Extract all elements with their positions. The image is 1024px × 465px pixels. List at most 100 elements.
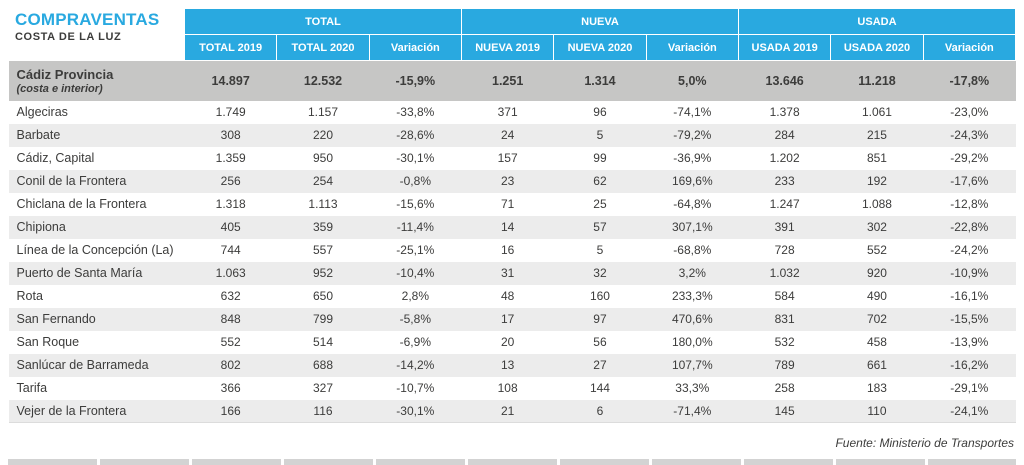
value-cell: 157 bbox=[461, 146, 554, 170]
value-cell: -64,8% bbox=[646, 192, 739, 216]
value-cell: 110 bbox=[830, 399, 924, 423]
value-cell: 5 bbox=[553, 238, 647, 262]
cropped-bottom-strip bbox=[8, 459, 1016, 465]
value-cell: 1.314 bbox=[553, 60, 647, 101]
value-cell: 831 bbox=[738, 307, 831, 331]
value-cell: 31 bbox=[461, 261, 554, 285]
value-cell: 169,6% bbox=[646, 169, 739, 193]
value-cell: 1.318 bbox=[184, 192, 277, 216]
table-row: Chipiona 405 359 -11,4% 14 57 307,1% 391 302 -22,… bbox=[8, 215, 1016, 239]
value-cell: 1.088 bbox=[830, 192, 924, 216]
value-cell: 728 bbox=[738, 238, 831, 262]
value-cell: 256 bbox=[184, 169, 277, 193]
value-cell: -22,8% bbox=[923, 215, 1016, 239]
value-cell: 180,0% bbox=[646, 330, 739, 354]
column-header: TOTAL 2019 bbox=[183, 34, 278, 61]
value-cell: 552 bbox=[830, 238, 924, 262]
row-label: Chiclana de la Frontera bbox=[8, 192, 185, 216]
value-cell: 950 bbox=[276, 146, 370, 170]
value-cell: 233,3% bbox=[646, 284, 739, 308]
value-cell: 6 bbox=[553, 399, 647, 423]
column-header: USADA 2020 bbox=[830, 34, 924, 61]
value-cell: 514 bbox=[276, 330, 370, 354]
value-cell: 192 bbox=[830, 169, 924, 193]
column-header: Variación bbox=[922, 34, 1017, 61]
value-cell: 1.113 bbox=[276, 192, 370, 216]
column-header-row: TOTAL 2019 TOTAL 2020 Variación NUEVA 20… bbox=[9, 34, 1017, 61]
value-cell: 215 bbox=[830, 123, 924, 147]
value-cell: 302 bbox=[830, 215, 924, 239]
row-label: Vejer de la Frontera bbox=[8, 399, 185, 423]
value-cell: 258 bbox=[738, 376, 831, 400]
value-cell: 848 bbox=[184, 307, 277, 331]
row-label: Línea de la Concepción (La) bbox=[8, 238, 185, 262]
value-cell: -10,7% bbox=[369, 376, 462, 400]
value-cell: 144 bbox=[553, 376, 647, 400]
value-cell: 1.749 bbox=[184, 100, 277, 124]
table-row: Tarifa 366 327 -10,7% 108 144 33,3% 258 183 -29,1… bbox=[8, 376, 1016, 400]
value-cell: 166 bbox=[184, 399, 277, 423]
value-cell: -16,1% bbox=[923, 284, 1016, 308]
row-label: Conil de la Frontera bbox=[8, 169, 185, 193]
value-cell: -28,6% bbox=[369, 123, 462, 147]
value-cell: -10,4% bbox=[369, 261, 462, 285]
value-cell: 359 bbox=[276, 215, 370, 239]
row-label: Rota bbox=[8, 284, 185, 308]
row-label: Sanlúcar de Barrameda bbox=[8, 353, 185, 377]
source-note: Fuente: Ministerio de Transportes bbox=[835, 436, 1014, 450]
table-row: Línea de la Concepción (La) 744 557 -25,1% 1… bbox=[8, 238, 1016, 262]
value-cell: 632 bbox=[184, 284, 277, 308]
value-cell: -23,0% bbox=[923, 100, 1016, 124]
row-label: Chipiona bbox=[8, 215, 185, 239]
value-cell: -79,2% bbox=[646, 123, 739, 147]
column-header: NUEVA 2019 bbox=[460, 34, 555, 61]
value-cell: -13,9% bbox=[923, 330, 1016, 354]
value-cell: 32 bbox=[553, 261, 647, 285]
value-cell: 1.032 bbox=[738, 261, 831, 285]
value-cell: 14.897 bbox=[184, 60, 277, 101]
value-cell: 145 bbox=[738, 399, 831, 423]
value-cell: 702 bbox=[830, 307, 924, 331]
value-cell: 3,2% bbox=[646, 261, 739, 285]
value-cell: 57 bbox=[553, 215, 647, 239]
table-body: Cádiz Provincia (costa e interior) 14.897 1… bbox=[8, 60, 1016, 423]
value-cell: 5 bbox=[553, 123, 647, 147]
value-cell: 920 bbox=[830, 261, 924, 285]
value-cell: -25,1% bbox=[369, 238, 462, 262]
column-header: Variación bbox=[368, 34, 462, 61]
row-label: San Fernando bbox=[8, 307, 185, 331]
value-cell: -15,5% bbox=[923, 307, 1016, 331]
value-cell: -29,1% bbox=[923, 376, 1016, 400]
value-cell: 308 bbox=[184, 123, 277, 147]
value-cell: -0,8% bbox=[369, 169, 462, 193]
value-cell: 366 bbox=[184, 376, 277, 400]
value-cell: 532 bbox=[738, 330, 831, 354]
value-cell: 744 bbox=[184, 238, 277, 262]
value-cell: 24 bbox=[461, 123, 554, 147]
value-cell: 802 bbox=[184, 353, 277, 377]
column-header: Variación bbox=[645, 34, 739, 61]
value-cell: 371 bbox=[461, 100, 554, 124]
value-cell: -29,2% bbox=[923, 146, 1016, 170]
group-header-total: TOTAL bbox=[184, 8, 462, 35]
value-cell: 1.378 bbox=[738, 100, 831, 124]
table-row: Algeciras 1.749 1.157 -33,8% 371 96 -74,1% 1.37… bbox=[8, 100, 1016, 124]
value-cell: 557 bbox=[276, 238, 370, 262]
group-header-row: COMPRAVENTAS COSTA DE LA LUZ TOTAL NUEVA… bbox=[8, 8, 1017, 61]
row-label: Cádiz Provincia (costa e interior) bbox=[8, 60, 185, 101]
value-cell: 1.063 bbox=[184, 261, 277, 285]
value-cell: 284 bbox=[738, 123, 831, 147]
value-cell: 13 bbox=[461, 353, 554, 377]
column-header: NUEVA 2020 bbox=[553, 34, 647, 61]
value-cell: -68,8% bbox=[646, 238, 739, 262]
value-cell: 13.646 bbox=[738, 60, 831, 101]
column-header: USADA 2019 bbox=[737, 34, 832, 61]
value-cell: -30,1% bbox=[369, 399, 462, 423]
group-header-usada: USADA bbox=[737, 8, 1017, 35]
value-cell: 17 bbox=[461, 307, 554, 331]
column-header: TOTAL 2020 bbox=[276, 34, 370, 61]
value-cell: 1.202 bbox=[738, 146, 831, 170]
page-subtitle: COSTA DE LA LUZ bbox=[15, 30, 122, 43]
value-cell: 458 bbox=[830, 330, 924, 354]
compraventas-table: COMPRAVENTAS COSTA DE LA LUZ TOTAL NUEVA… bbox=[8, 8, 1017, 423]
